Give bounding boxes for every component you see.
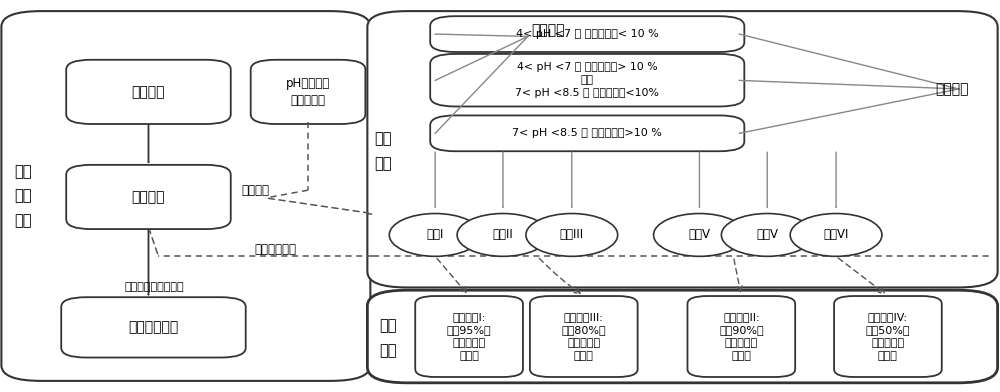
Text: 4< pH <7 且 有机质含量> 10 %
或者
7< pH <8.5 且 有机质含量<10%: 4< pH <7 且 有机质含量> 10 % 或者 7< pH <8.5 且 有… xyxy=(515,62,659,98)
Ellipse shape xyxy=(790,214,882,256)
FancyArrowPatch shape xyxy=(150,231,158,254)
Text: pH、有机质
含量的测定: pH、有机质 含量的测定 xyxy=(286,77,330,107)
Text: 保护目标I:
保护95%的
物种免受不
利影响: 保护目标I: 保护95%的 物种免受不 利影响 xyxy=(447,312,491,361)
Text: 保护目标确定: 保护目标确定 xyxy=(255,243,297,256)
Text: 情景I: 情景I xyxy=(426,229,444,241)
Text: 概率生态风险评价法: 概率生态风险评价法 xyxy=(124,283,184,292)
FancyBboxPatch shape xyxy=(367,290,998,383)
Ellipse shape xyxy=(721,214,813,256)
Text: 保护
目标: 保护 目标 xyxy=(380,318,397,358)
Ellipse shape xyxy=(389,214,481,256)
Ellipse shape xyxy=(457,214,549,256)
Text: 情景V: 情景V xyxy=(756,229,778,241)
Text: 建设用地: 建设用地 xyxy=(935,82,968,96)
FancyBboxPatch shape xyxy=(61,297,246,358)
FancyBboxPatch shape xyxy=(66,165,231,229)
FancyBboxPatch shape xyxy=(530,296,638,377)
Text: 情景
构建: 情景 构建 xyxy=(375,131,392,171)
Text: 生态风险表征: 生态风险表征 xyxy=(128,320,179,334)
Ellipse shape xyxy=(654,214,745,256)
FancyBboxPatch shape xyxy=(251,60,365,124)
FancyBboxPatch shape xyxy=(430,16,744,52)
FancyBboxPatch shape xyxy=(415,296,523,377)
Text: 7< pH <8.5 且 有机质含量>10 %: 7< pH <8.5 且 有机质含量>10 % xyxy=(512,128,662,138)
Text: 情景II: 情景II xyxy=(493,229,513,241)
FancyBboxPatch shape xyxy=(1,11,370,381)
Ellipse shape xyxy=(526,214,618,256)
FancyArrowPatch shape xyxy=(268,198,368,213)
FancyBboxPatch shape xyxy=(66,60,231,124)
Text: 情景VI: 情景VI xyxy=(823,229,849,241)
Text: 保护目标IV:
保护50%的
物种免受不
利影响: 保护目标IV: 保护50%的 物种免受不 利影响 xyxy=(866,312,910,361)
Text: 保护目标III:
保护80%的
物种免受不
利影响: 保护目标III: 保护80%的 物种免受不 利影响 xyxy=(561,312,606,361)
FancyBboxPatch shape xyxy=(430,115,744,151)
Text: 生态
风险
评估: 生态 风险 评估 xyxy=(15,164,32,228)
Text: 效应评估: 效应评估 xyxy=(132,85,165,99)
Text: 情景V: 情景V xyxy=(688,229,710,241)
Text: 城市绿地: 城市绿地 xyxy=(531,24,565,38)
FancyBboxPatch shape xyxy=(430,54,744,107)
Text: 情景匹配: 情景匹配 xyxy=(242,185,270,198)
FancyBboxPatch shape xyxy=(367,11,998,287)
Text: 暴露评估: 暴露评估 xyxy=(132,190,165,204)
FancyBboxPatch shape xyxy=(834,296,942,377)
Text: 4< pH <7 且 有机质含量< 10 %: 4< pH <7 且 有机质含量< 10 % xyxy=(516,29,659,39)
Text: 情景III: 情景III xyxy=(560,229,584,241)
Text: 保护目标II:
保护90%的
物种免受不
利影响: 保护目标II: 保护90%的 物种免受不 利影响 xyxy=(719,312,764,361)
FancyBboxPatch shape xyxy=(687,296,795,377)
